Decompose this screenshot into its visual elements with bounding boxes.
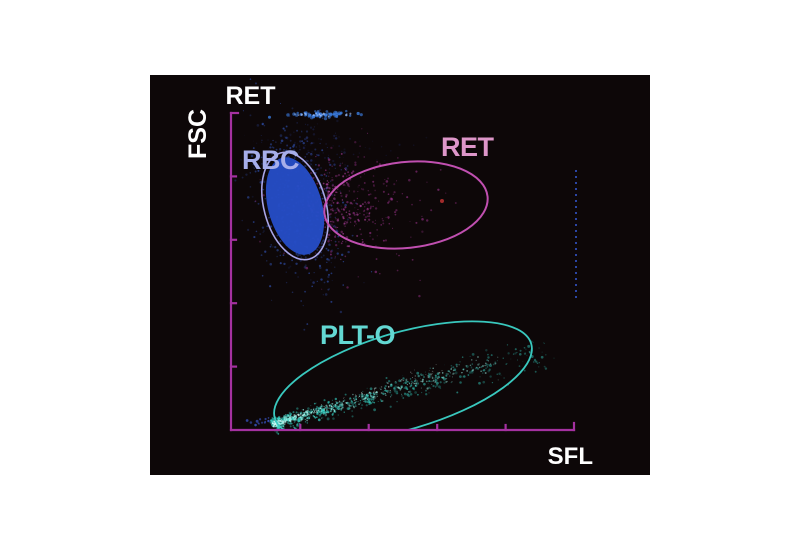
svg-text:RBC: RBC (242, 145, 299, 175)
svg-text:PLT-O: PLT-O (320, 320, 395, 350)
svg-text:RET: RET (226, 82, 276, 110)
svg-text:FSC: FSC (184, 109, 212, 159)
svg-text:SFL: SFL (548, 443, 593, 470)
svg-text:RET: RET (441, 132, 495, 162)
